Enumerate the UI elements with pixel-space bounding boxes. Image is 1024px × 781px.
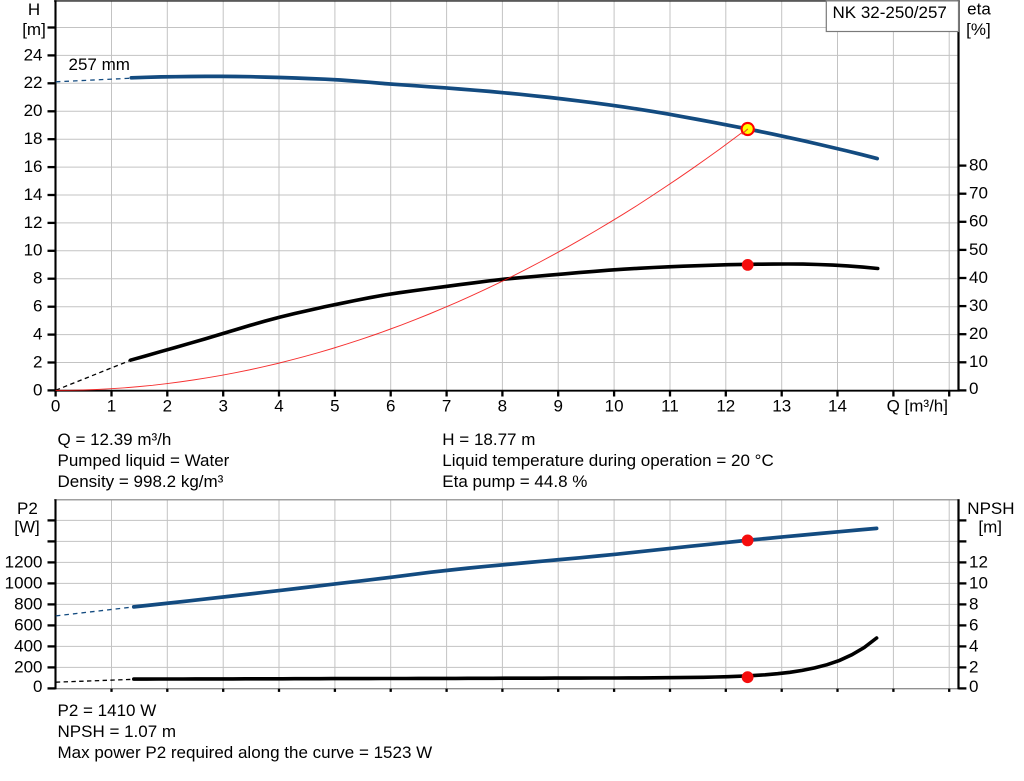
svg-text:8: 8 [33,269,42,288]
svg-text:16: 16 [24,157,43,176]
svg-text:2: 2 [33,352,42,371]
svg-text:6: 6 [386,396,395,415]
svg-text:Density = 998.2 kg/m³: Density = 998.2 kg/m³ [58,472,224,491]
svg-text:10: 10 [605,396,624,415]
svg-text:24: 24 [24,45,43,64]
svg-text:400: 400 [14,636,42,655]
svg-text:6: 6 [969,615,978,634]
svg-text:12: 12 [24,213,43,232]
svg-text:10: 10 [969,352,988,371]
svg-text:Eta pump = 44.8 %: Eta pump = 44.8 % [442,472,587,491]
svg-text:Q = 12.39 m³/h: Q = 12.39 m³/h [58,430,172,449]
svg-text:NPSH: NPSH [967,499,1014,518]
svg-text:Q [m³/h]: Q [m³/h] [887,396,948,415]
svg-text:22: 22 [24,73,43,92]
svg-text:1: 1 [107,396,116,415]
svg-text:3: 3 [218,396,227,415]
svg-text:8: 8 [498,396,507,415]
svg-text:12: 12 [716,396,735,415]
svg-text:0: 0 [51,396,60,415]
svg-text:14: 14 [828,396,847,415]
svg-text:200: 200 [14,657,42,676]
svg-text:4: 4 [33,325,42,344]
svg-text:P2 = 1410 W: P2 = 1410 W [58,701,157,720]
svg-text:600: 600 [14,615,42,634]
svg-text:1000: 1000 [5,573,43,592]
svg-text:800: 800 [14,594,42,613]
svg-text:20: 20 [24,101,43,120]
svg-text:H = 18.77 m: H = 18.77 m [442,430,535,449]
svg-text:10: 10 [24,241,43,260]
svg-text:11: 11 [661,396,679,415]
svg-text:6: 6 [33,297,42,316]
svg-text:7: 7 [442,396,451,415]
svg-text:14: 14 [24,185,43,204]
svg-text:2: 2 [969,657,978,676]
svg-text:0: 0 [33,677,42,696]
svg-text:13: 13 [772,396,791,415]
svg-text:70: 70 [969,184,988,203]
svg-text:80: 80 [969,156,988,175]
svg-text:257 mm: 257 mm [69,55,130,74]
svg-text:4: 4 [274,396,283,415]
svg-text:2: 2 [163,396,172,415]
svg-text:8: 8 [969,594,978,613]
svg-text:H: H [28,0,40,19]
svg-text:P2: P2 [17,499,38,518]
svg-text:9: 9 [553,396,562,415]
svg-text:Pumped liquid = Water: Pumped liquid = Water [58,451,230,470]
svg-text:60: 60 [969,212,988,231]
svg-text:1200: 1200 [5,552,43,571]
svg-text:50: 50 [969,240,988,259]
svg-text:NK 32-250/257: NK 32-250/257 [833,3,947,22]
svg-text:40: 40 [969,268,988,287]
svg-text:30: 30 [969,296,988,315]
svg-text:18: 18 [24,129,43,148]
svg-text:Max power P2 required along th: Max power P2 required along the curve = … [58,743,433,762]
svg-text:Liquid temperature during oper: Liquid temperature during operation = 20… [442,451,773,470]
svg-text:[W]: [W] [14,518,40,537]
svg-text:[m]: [m] [978,518,1002,537]
svg-text:[%]: [%] [966,20,991,39]
svg-text:eta: eta [967,0,991,19]
svg-text:10: 10 [969,573,988,592]
svg-text:20: 20 [969,324,988,343]
svg-text:0: 0 [969,379,978,398]
svg-text:0: 0 [969,677,978,696]
svg-text:[m]: [m] [22,20,46,39]
svg-text:NPSH = 1.07 m: NPSH = 1.07 m [58,722,177,741]
svg-text:0: 0 [33,380,42,399]
svg-text:5: 5 [330,396,339,415]
svg-text:12: 12 [969,552,988,571]
svg-text:4: 4 [969,636,978,655]
